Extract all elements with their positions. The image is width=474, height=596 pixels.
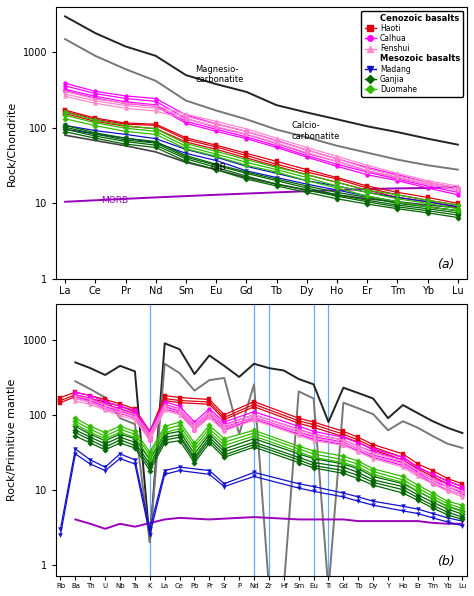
Text: Calcio-
carbonatite: Calcio- carbonatite: [292, 121, 340, 141]
Text: (a): (a): [437, 257, 455, 271]
Text: OIB: OIB: [210, 163, 226, 172]
Text: MORB: MORB: [101, 195, 128, 205]
Legend: Cenozoic basalts, Haoti, Calhua, Fenshui, Mesozoic basalts, Madang, Ganjia, Duom: Cenozoic basalts, Haoti, Calhua, Fenshui…: [362, 11, 463, 97]
Text: Magnesio-
carbonatite: Magnesio- carbonatite: [195, 65, 243, 84]
Text: (b): (b): [437, 555, 455, 568]
Y-axis label: Rock/Primitive mantle: Rock/Primitive mantle: [7, 379, 17, 501]
Y-axis label: Rock/Chondrite: Rock/Chondrite: [7, 100, 17, 185]
